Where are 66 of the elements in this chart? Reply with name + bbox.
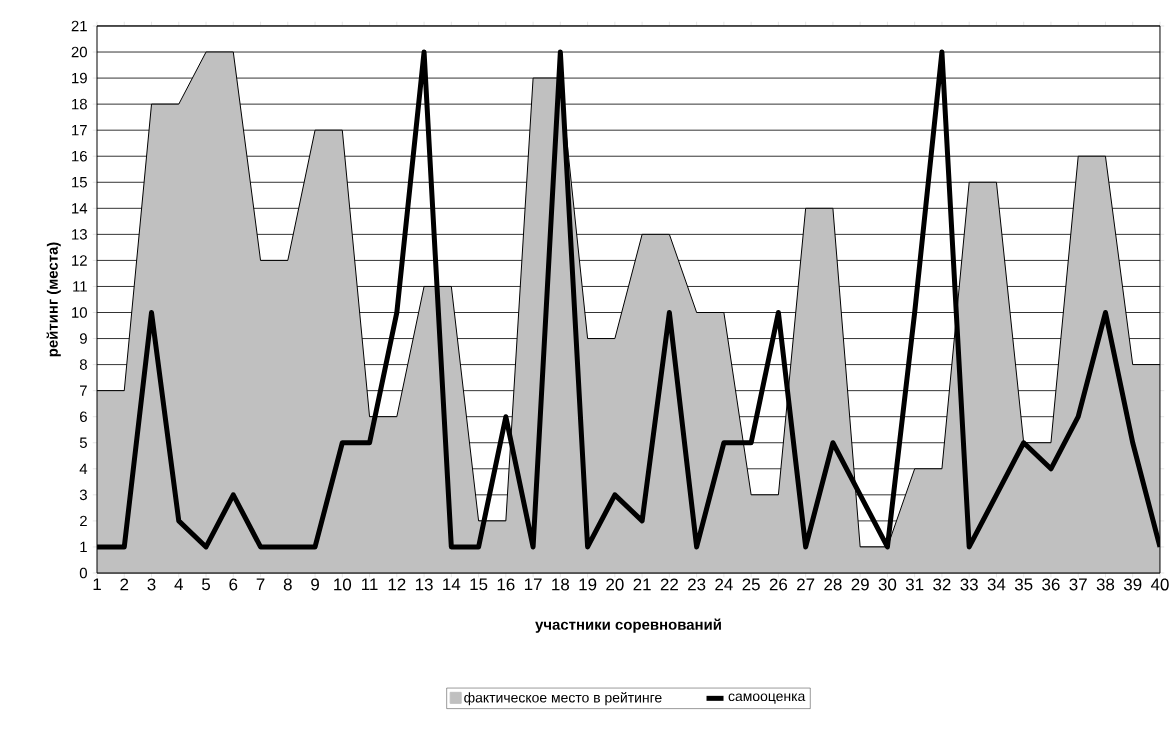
- x-tick-label: 9: [311, 578, 319, 591]
- x-tick-label: 38: [1096, 578, 1115, 591]
- y-tick-label: 10: [72, 307, 87, 318]
- x-tick-label: 29: [851, 578, 869, 591]
- x-tick-label: 15: [470, 578, 488, 591]
- x-tick-label: 18: [552, 578, 570, 591]
- y-tick-label: 18: [72, 98, 87, 110]
- x-tick-label: 25: [742, 578, 760, 591]
- y-tick-label: 21: [71, 20, 87, 32]
- x-tick-label: 13: [415, 578, 433, 591]
- y-tick-label: 6: [80, 411, 87, 422]
- x-tick-label: 21: [633, 578, 651, 591]
- x-tick-label: 34: [987, 578, 1006, 591]
- y-tick-label: 9: [79, 333, 87, 344]
- legend-label: фактическое место в рейтинге: [464, 692, 662, 706]
- x-tick-label: 33: [960, 578, 978, 591]
- y-tick-label: 14: [72, 203, 88, 214]
- x-tick-label: 17: [524, 578, 542, 591]
- x-tick-label: 35: [1014, 578, 1033, 591]
- x-tick-label: 8: [283, 578, 292, 591]
- x-tick-label: 26: [769, 578, 788, 591]
- y-tick-label: 17: [72, 125, 87, 136]
- x-tick-label: 20: [606, 578, 624, 591]
- legend-label: самооценка: [728, 693, 806, 704]
- x-tick-label: 4: [174, 578, 183, 591]
- y-tick-label: 1: [80, 541, 87, 553]
- x-tick-label: 31: [905, 578, 924, 591]
- x-tick-label: 16: [497, 578, 515, 591]
- y-tick-label: 11: [73, 281, 87, 292]
- x-tick-label: 28: [824, 578, 842, 591]
- x-tick-label: 19: [579, 578, 597, 591]
- y-tick-label: 20: [71, 46, 87, 58]
- x-tick-label: 23: [688, 578, 706, 591]
- x-tick-label: 3: [147, 578, 156, 591]
- y-tick-label: 15: [72, 177, 87, 188]
- x-tick-label: 12: [388, 578, 406, 591]
- y-tick-label: 3: [79, 489, 87, 501]
- y-tick-label: 5: [79, 437, 87, 448]
- y-tick-label: 4: [79, 463, 88, 474]
- x-axis-title: участники соревнований: [535, 618, 721, 633]
- x-tick-label: 22: [660, 578, 678, 591]
- x-tick-label: 10: [334, 578, 352, 591]
- x-tick-label: 14: [443, 578, 461, 591]
- x-tick-label: 32: [933, 578, 951, 591]
- y-tick-label: 8: [79, 359, 87, 370]
- y-tick-label: 16: [72, 150, 87, 162]
- y-tick-label: 2: [80, 515, 87, 527]
- x-tick-label: 37: [1069, 578, 1087, 591]
- x-tick-label: 40: [1150, 578, 1169, 591]
- x-tick-label: 7: [256, 578, 265, 591]
- y-tick-label: 19: [72, 72, 87, 84]
- x-tick-label: 39: [1123, 578, 1142, 591]
- y-tick-label: 12: [72, 255, 87, 266]
- y-tick-label: 13: [72, 229, 87, 240]
- x-tick-label: 5: [201, 578, 211, 591]
- y-tick-label: 7: [80, 385, 87, 396]
- x-tick-label: 24: [715, 578, 733, 591]
- x-tick-label: 1: [93, 578, 101, 591]
- x-tick-label: 2: [120, 578, 129, 591]
- y-axis-title: рейтинг (места): [46, 242, 61, 357]
- x-tick-label: 27: [797, 578, 815, 591]
- x-tick-label: 6: [229, 578, 238, 591]
- x-tick-label: 11: [362, 578, 378, 591]
- y-tick-label: 0: [79, 567, 87, 579]
- x-tick-label: 36: [1042, 578, 1060, 591]
- x-tick-label: 30: [878, 578, 897, 591]
